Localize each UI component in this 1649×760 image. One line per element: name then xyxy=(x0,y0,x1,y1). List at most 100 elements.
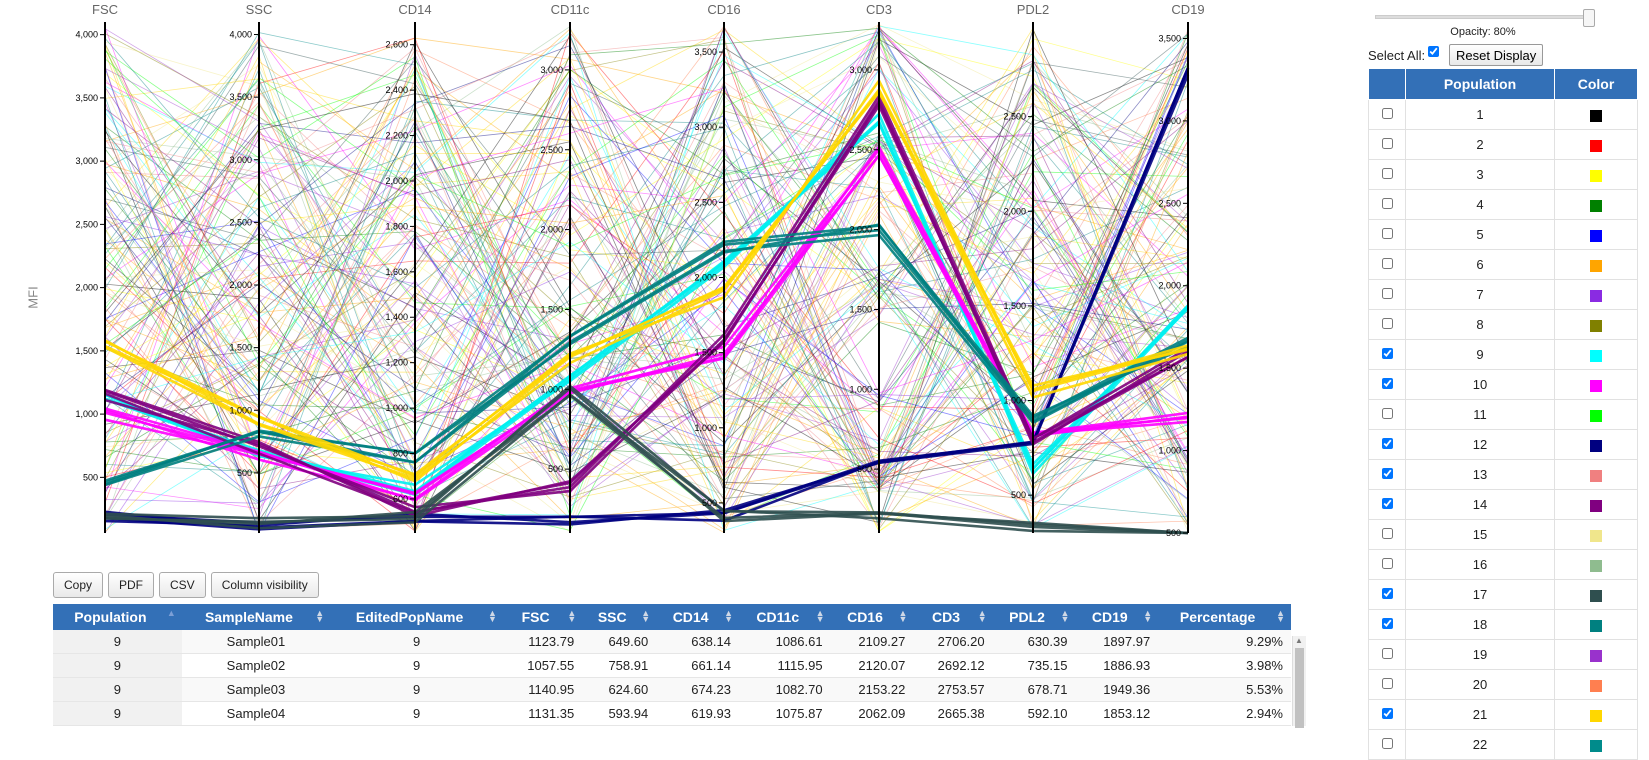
tick-label: 2,000 xyxy=(385,176,408,186)
column-header-cd16[interactable]: CD16 ▲ ▼ xyxy=(830,604,914,630)
population-7-checkbox[interactable] xyxy=(1381,288,1393,299)
color-swatch[interactable] xyxy=(1590,559,1602,572)
color-swatch[interactable] xyxy=(1590,589,1602,602)
tick-label: 1,000 xyxy=(694,423,717,433)
color-swatch[interactable] xyxy=(1590,379,1602,392)
population-11-checkbox[interactable] xyxy=(1381,408,1393,419)
color-swatch[interactable] xyxy=(1590,529,1602,542)
population-5-checkbox[interactable] xyxy=(1381,228,1393,239)
color-swatch[interactable] xyxy=(1590,649,1602,662)
background-line xyxy=(104,47,1189,526)
column-header-samplename[interactable]: SampleName ▲ ▼ xyxy=(181,604,331,630)
population-19-checkbox[interactable] xyxy=(1381,648,1393,659)
opacity-slider-handle[interactable] xyxy=(1583,9,1595,27)
population-6-checkbox[interactable] xyxy=(1381,258,1393,269)
background-line xyxy=(104,37,1189,417)
scrollbar-thumb[interactable] xyxy=(1295,648,1304,728)
color-swatch[interactable] xyxy=(1590,259,1602,272)
axis-title-fsc[interactable]: FSC xyxy=(92,2,118,17)
tick-label: 3,500 xyxy=(694,47,717,57)
population-3-checkbox[interactable] xyxy=(1381,168,1393,179)
color-swatch[interactable] xyxy=(1590,439,1602,452)
color-swatch[interactable] xyxy=(1590,139,1602,152)
column-header-fsc[interactable]: FSC ▲ ▼ xyxy=(502,604,583,630)
background-line xyxy=(104,74,1189,521)
population-16-checkbox[interactable] xyxy=(1381,558,1393,569)
column-header-pdl2[interactable]: PDL2 ▲ ▼ xyxy=(992,604,1076,630)
color-swatch[interactable] xyxy=(1590,319,1602,332)
population-18-checkbox[interactable] xyxy=(1381,618,1393,629)
axis-title-cd14[interactable]: CD14 xyxy=(398,2,432,17)
population-9-checkbox[interactable] xyxy=(1381,348,1393,359)
table-scrollbar[interactable]: ▲ xyxy=(1292,636,1306,728)
background-line xyxy=(104,38,1189,300)
tick-label: 1,000 xyxy=(75,409,98,419)
csv-button[interactable]: CSV xyxy=(159,572,206,598)
population-8-checkbox[interactable] xyxy=(1381,318,1393,329)
population-id: 18 xyxy=(1405,609,1555,640)
color-swatch[interactable] xyxy=(1590,619,1602,632)
color-swatch[interactable] xyxy=(1590,409,1602,422)
column-header-cd11c[interactable]: CD11c ▲ ▼ xyxy=(738,604,831,630)
column-header-cd3[interactable]: CD3 ▲ ▼ xyxy=(913,604,993,630)
color-swatch[interactable] xyxy=(1590,109,1602,122)
population-4-checkbox[interactable] xyxy=(1381,198,1393,209)
copy-button[interactable]: Copy xyxy=(53,572,104,598)
select-all-checkbox[interactable] xyxy=(1428,46,1440,57)
population-checkbox-cell xyxy=(1368,279,1406,310)
tick-label: 500 xyxy=(702,498,717,508)
color-swatch[interactable] xyxy=(1590,289,1602,302)
population-color-cell xyxy=(1554,339,1638,370)
table-row[interactable]: 9 Sample04 9 1131.35 593.94 619.93 1075.87 2062… xyxy=(53,701,1291,726)
axis-title-pdl2[interactable]: PDL2 xyxy=(1016,2,1050,17)
table-row[interactable]: 9 Sample01 9 1123.79 649.60 638.14 1086.61 2109… xyxy=(53,630,1291,654)
color-swatch[interactable] xyxy=(1590,709,1602,722)
color-swatch[interactable] xyxy=(1590,199,1602,212)
population-13-checkbox[interactable] xyxy=(1381,468,1393,479)
population-row: 7 xyxy=(1368,279,1638,310)
axis-title-cd16[interactable]: CD16 xyxy=(707,2,741,17)
population-2-checkbox[interactable] xyxy=(1381,138,1393,149)
population-color-cell xyxy=(1554,459,1638,490)
population-10-checkbox[interactable] xyxy=(1381,378,1393,389)
column-header-cd14[interactable]: CD14 ▲ ▼ xyxy=(656,604,739,630)
axis-title-cd11c[interactable]: CD11c xyxy=(550,2,590,17)
column-header-population[interactable]: Population ▲ xyxy=(53,604,182,630)
axis-title-ssc[interactable]: SSC xyxy=(245,2,273,17)
population-15-checkbox[interactable] xyxy=(1381,528,1393,539)
population-17-checkbox[interactable] xyxy=(1381,588,1393,599)
color-swatch[interactable] xyxy=(1590,229,1602,242)
tick-label: 800 xyxy=(393,449,408,459)
column-header-editedpopname[interactable]: EditedPopName ▲ ▼ xyxy=(330,604,503,630)
population-checkbox-cell xyxy=(1368,699,1406,730)
table-row[interactable]: 9 Sample02 9 1057.55 758.91 661.14 1115.95 2120… xyxy=(53,653,1291,678)
scroll-up-icon[interactable]: ▲ xyxy=(1295,636,1303,645)
population-14-checkbox[interactable] xyxy=(1381,498,1393,509)
color-swatch[interactable] xyxy=(1590,679,1602,692)
reset-display-button[interactable]: Reset Display xyxy=(1449,44,1544,66)
population-20-checkbox[interactable] xyxy=(1381,678,1393,689)
population-21-checkbox[interactable] xyxy=(1381,708,1393,719)
color-swatch[interactable] xyxy=(1590,169,1602,182)
table-row[interactable]: 9 Sample03 9 1140.95 624.60 674.23 1082.70 2153… xyxy=(53,677,1291,702)
color-swatch[interactable] xyxy=(1590,349,1602,362)
column-header-cd19[interactable]: CD19 ▲ ▼ xyxy=(1075,604,1159,630)
column-header-ssc[interactable]: SSC ▲ ▼ xyxy=(582,604,657,630)
column-header-percentage[interactable]: Percentage ▲ ▼ xyxy=(1158,604,1291,630)
population-row: 1 xyxy=(1368,99,1638,130)
population-checkbox-cell xyxy=(1368,129,1406,160)
color-swatch[interactable] xyxy=(1590,499,1602,512)
column-visibility-button[interactable]: Column visibility xyxy=(210,572,319,598)
pdf-button[interactable]: PDF xyxy=(108,572,155,598)
population-1-checkbox[interactable] xyxy=(1381,108,1393,119)
axis-title-cd19[interactable]: CD19 xyxy=(1171,2,1205,17)
population-12-checkbox[interactable] xyxy=(1381,438,1393,449)
color-swatch[interactable] xyxy=(1590,469,1602,482)
population-row: 9 xyxy=(1368,339,1638,370)
background-line xyxy=(104,45,1189,500)
population-22-checkbox[interactable] xyxy=(1381,738,1393,749)
opacity-slider[interactable] xyxy=(1375,9,1595,27)
population-checkbox-cell xyxy=(1368,249,1406,280)
color-swatch[interactable] xyxy=(1590,739,1602,752)
axis-title-cd3[interactable]: CD3 xyxy=(865,2,893,17)
